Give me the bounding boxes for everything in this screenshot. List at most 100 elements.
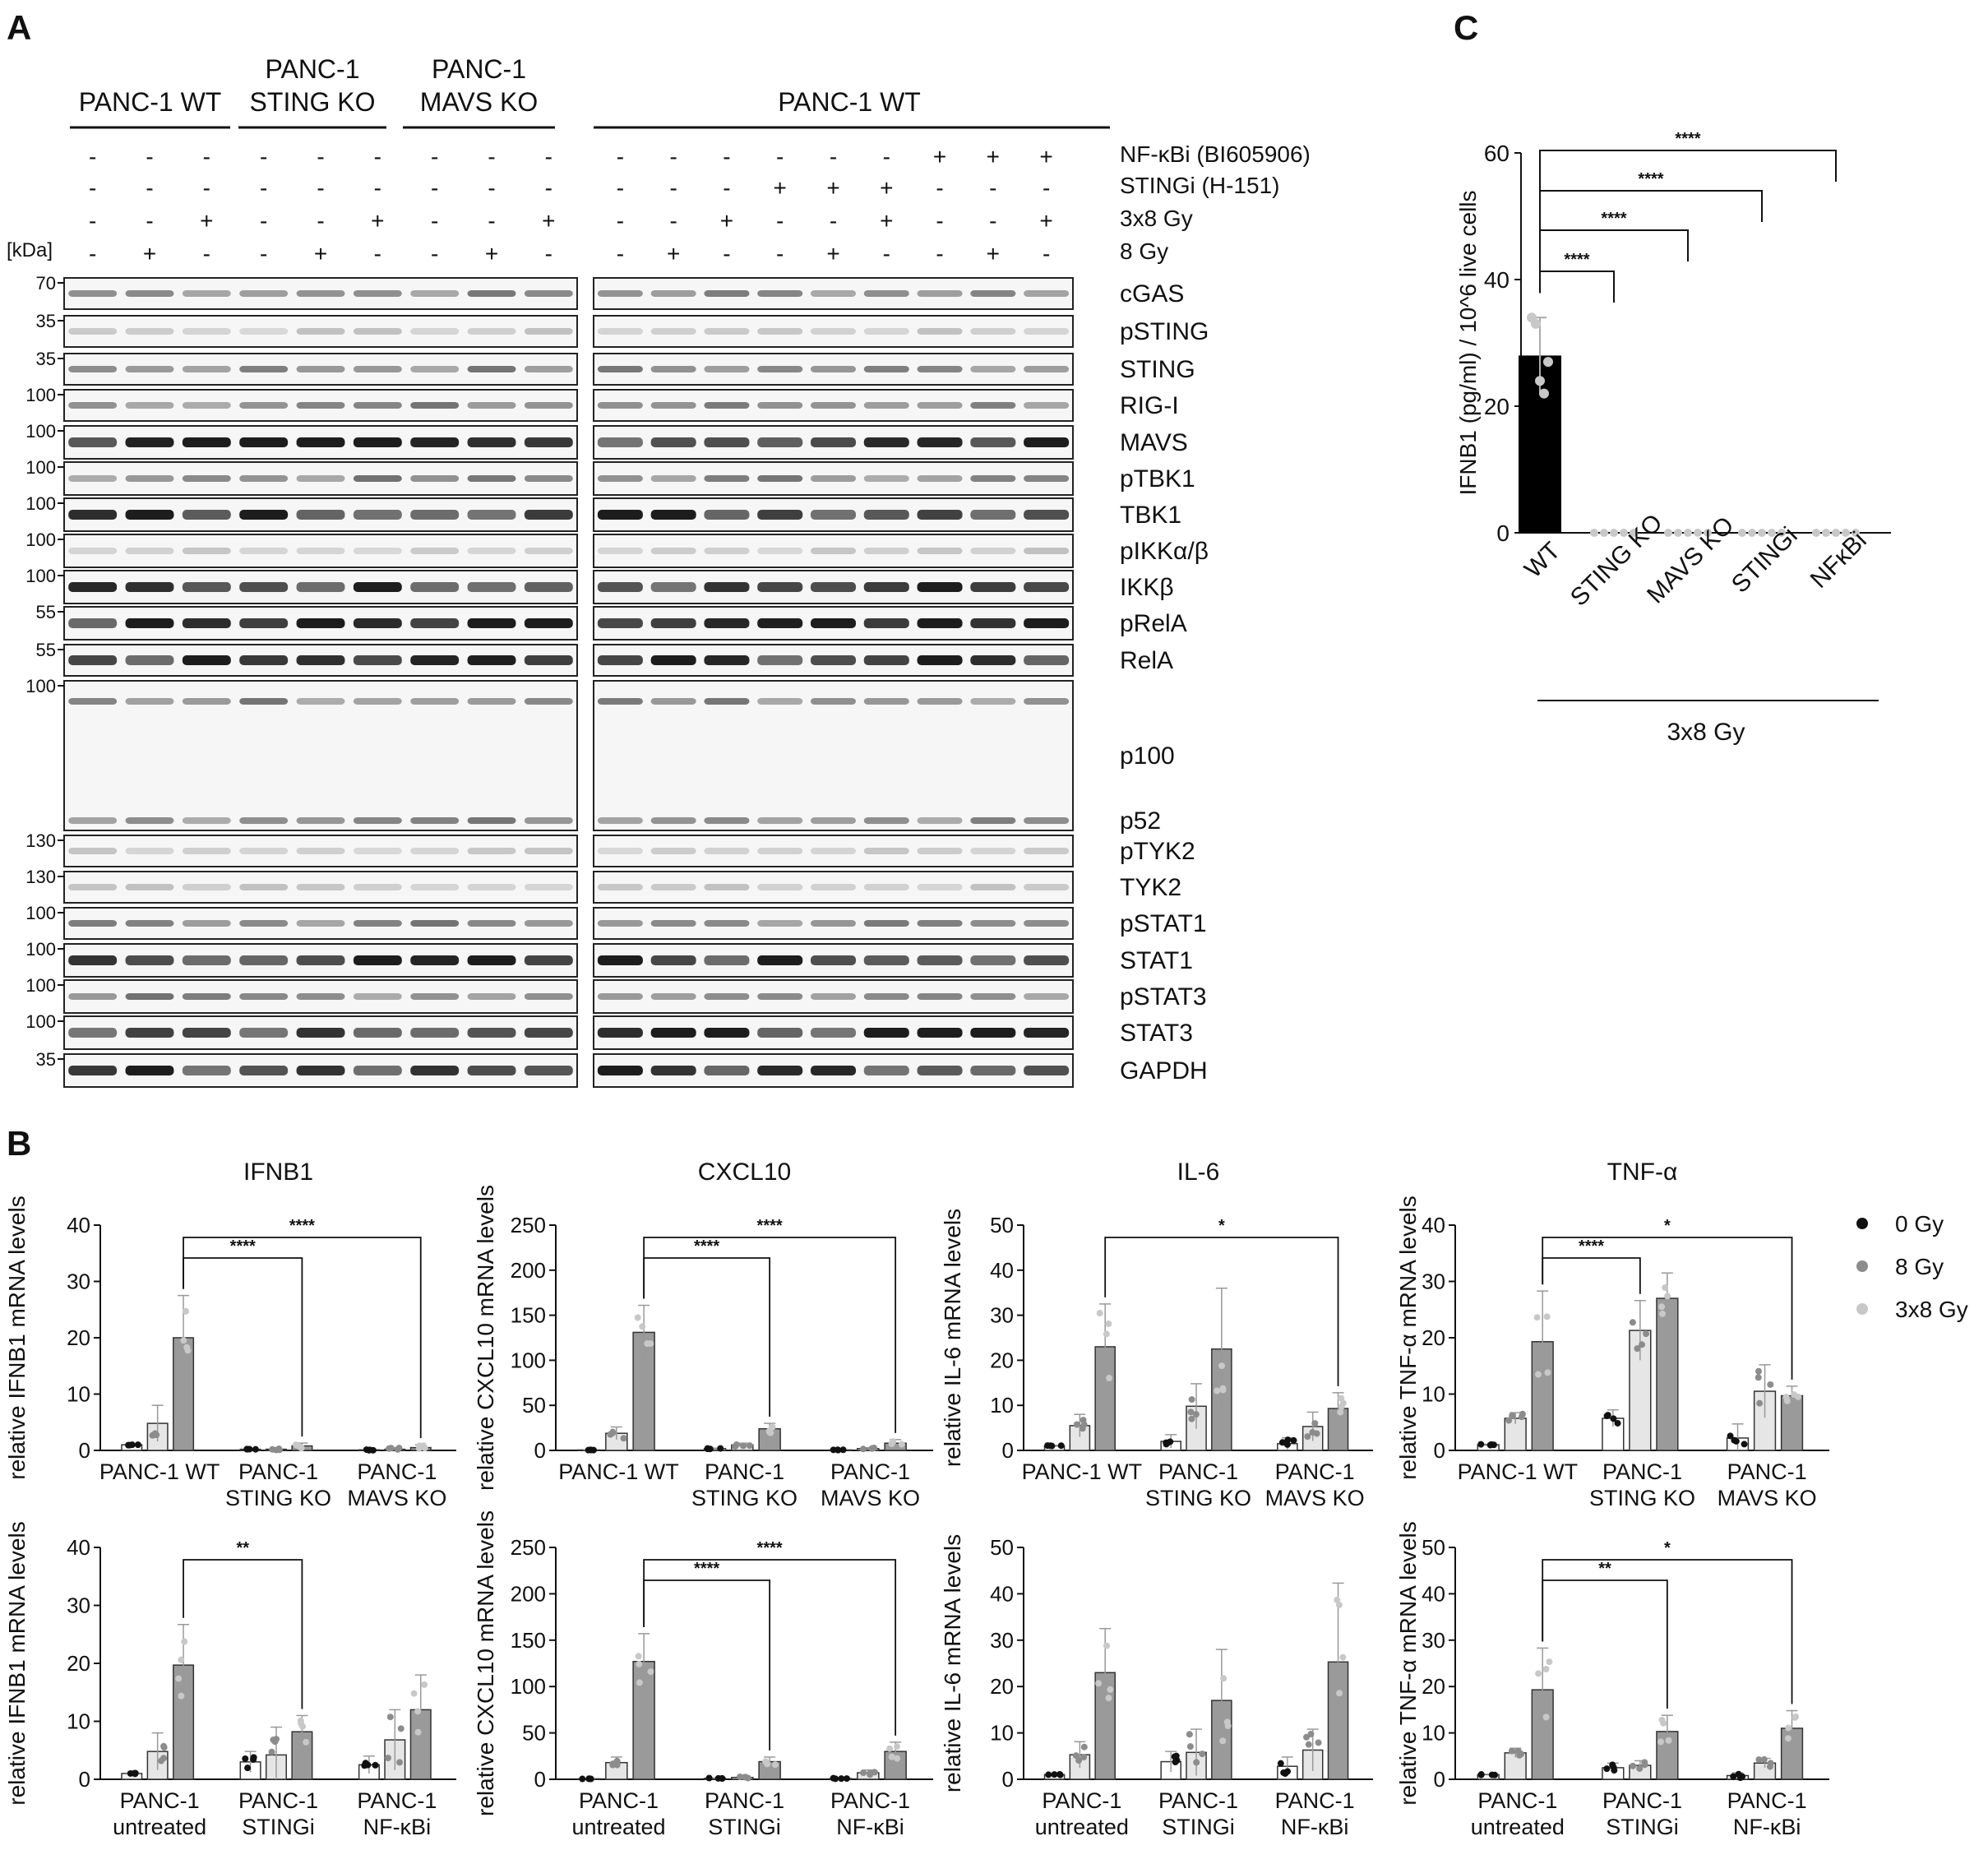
data-point bbox=[1214, 1387, 1221, 1394]
y-tick-label: 0 bbox=[1002, 1438, 1014, 1463]
data-point bbox=[1620, 529, 1628, 537]
data-point bbox=[1732, 1437, 1740, 1445]
blot-band bbox=[1024, 1028, 1070, 1038]
blot-label: pSTAT3 bbox=[1120, 983, 1207, 1011]
blot-band bbox=[524, 1066, 573, 1075]
condition-mark: - bbox=[830, 144, 837, 169]
bar bbox=[1069, 1425, 1091, 1451]
data-point bbox=[888, 1441, 895, 1448]
x-group-label: 3x8 Gy bbox=[1667, 719, 1745, 746]
blot-band bbox=[296, 955, 345, 965]
data-point bbox=[397, 1725, 405, 1732]
blot-band bbox=[296, 402, 345, 409]
blot-band bbox=[410, 993, 460, 1000]
data-point bbox=[1075, 1757, 1083, 1764]
blot-strip bbox=[63, 534, 578, 568]
blot-band bbox=[410, 548, 460, 554]
condition-mark: - bbox=[883, 241, 890, 266]
blot-band bbox=[1024, 582, 1070, 592]
group-label: PANC-1 bbox=[705, 1459, 784, 1484]
blot-band bbox=[182, 1028, 231, 1038]
blot-band bbox=[917, 993, 963, 1000]
data-point bbox=[1282, 1770, 1289, 1778]
blot-band bbox=[68, 437, 118, 447]
blot-band bbox=[810, 290, 857, 297]
blot-band bbox=[524, 955, 573, 965]
blot-band bbox=[704, 582, 750, 592]
blot-band bbox=[1024, 510, 1070, 520]
blot-band bbox=[182, 618, 231, 628]
blot-band bbox=[296, 1028, 345, 1038]
data-point bbox=[1219, 1737, 1227, 1745]
chart-title: TNF-α bbox=[1607, 1159, 1678, 1186]
blot-band bbox=[524, 655, 573, 665]
blot-strip bbox=[593, 907, 1074, 940]
condition-mark: - bbox=[617, 241, 624, 266]
data-point bbox=[1186, 1731, 1193, 1738]
blot-band bbox=[68, 884, 118, 890]
data-point bbox=[421, 1681, 428, 1688]
blot-band bbox=[353, 618, 402, 628]
blot-STAT3: 100 STAT3 bbox=[25, 1011, 1193, 1050]
group-label: untreated bbox=[1471, 1815, 1565, 1839]
blot-band bbox=[810, 884, 857, 890]
blot-band bbox=[970, 402, 1016, 409]
blot-GAPDH: 35 GAPDH bbox=[36, 1049, 1208, 1088]
condition-mark: - bbox=[488, 208, 495, 234]
blot-label: RIG-I bbox=[1120, 392, 1179, 419]
data-point bbox=[1704, 529, 1712, 537]
blot-band bbox=[125, 993, 174, 1000]
blot-band bbox=[125, 548, 174, 554]
data-point bbox=[1080, 1743, 1088, 1751]
data-point bbox=[414, 1728, 422, 1736]
data-point bbox=[1278, 1439, 1286, 1446]
blot-band bbox=[704, 955, 750, 965]
group-label: STING KO bbox=[225, 1486, 331, 1510]
blot-band bbox=[467, 290, 516, 297]
y-tick-label: 20 bbox=[1484, 394, 1509, 419]
blot-band bbox=[597, 955, 643, 965]
blot-band bbox=[524, 290, 573, 297]
data-point bbox=[740, 1442, 747, 1450]
blot-band bbox=[704, 817, 750, 824]
kda-marker: 130 bbox=[25, 830, 56, 851]
blot-strip bbox=[63, 871, 578, 904]
blot-band bbox=[1024, 848, 1070, 854]
data-point bbox=[1543, 1313, 1551, 1320]
data-point bbox=[158, 1757, 165, 1764]
blot-band bbox=[597, 848, 643, 854]
data-point bbox=[1684, 529, 1692, 537]
y-tick-label: 60 bbox=[1484, 141, 1509, 166]
data-point bbox=[764, 1760, 771, 1768]
condition-mark: + bbox=[371, 208, 384, 234]
group-label: PANC-1 bbox=[1477, 1788, 1557, 1813]
legend-dot bbox=[1856, 1260, 1868, 1272]
blot-band bbox=[182, 290, 231, 297]
significance-bracket bbox=[1539, 190, 1763, 294]
data-point bbox=[1313, 1430, 1320, 1437]
data-point bbox=[860, 1769, 867, 1777]
blot-band bbox=[650, 290, 696, 297]
data-point bbox=[1334, 1596, 1341, 1603]
condition-mark: + bbox=[987, 144, 1000, 169]
blot-band bbox=[410, 366, 460, 372]
blot-strip bbox=[63, 835, 578, 867]
blot-band bbox=[917, 475, 963, 482]
blot-band bbox=[524, 618, 573, 628]
data-point bbox=[1544, 1369, 1551, 1376]
blot-band bbox=[863, 1028, 909, 1038]
data-point bbox=[585, 1775, 593, 1783]
blot-band bbox=[524, 328, 573, 335]
significance-label: **** bbox=[1564, 251, 1589, 269]
data-point bbox=[1741, 1441, 1748, 1448]
data-point bbox=[898, 1441, 905, 1448]
condition-mark: - bbox=[488, 175, 495, 201]
blot-band bbox=[1024, 437, 1070, 447]
condition-mark: - bbox=[723, 144, 730, 169]
blot-band bbox=[524, 698, 573, 705]
blot-band bbox=[597, 475, 643, 482]
blot-band bbox=[467, 955, 516, 965]
data-point bbox=[1636, 1764, 1644, 1772]
data-point bbox=[1105, 1320, 1112, 1328]
y-tick-label: 150 bbox=[511, 1628, 546, 1653]
